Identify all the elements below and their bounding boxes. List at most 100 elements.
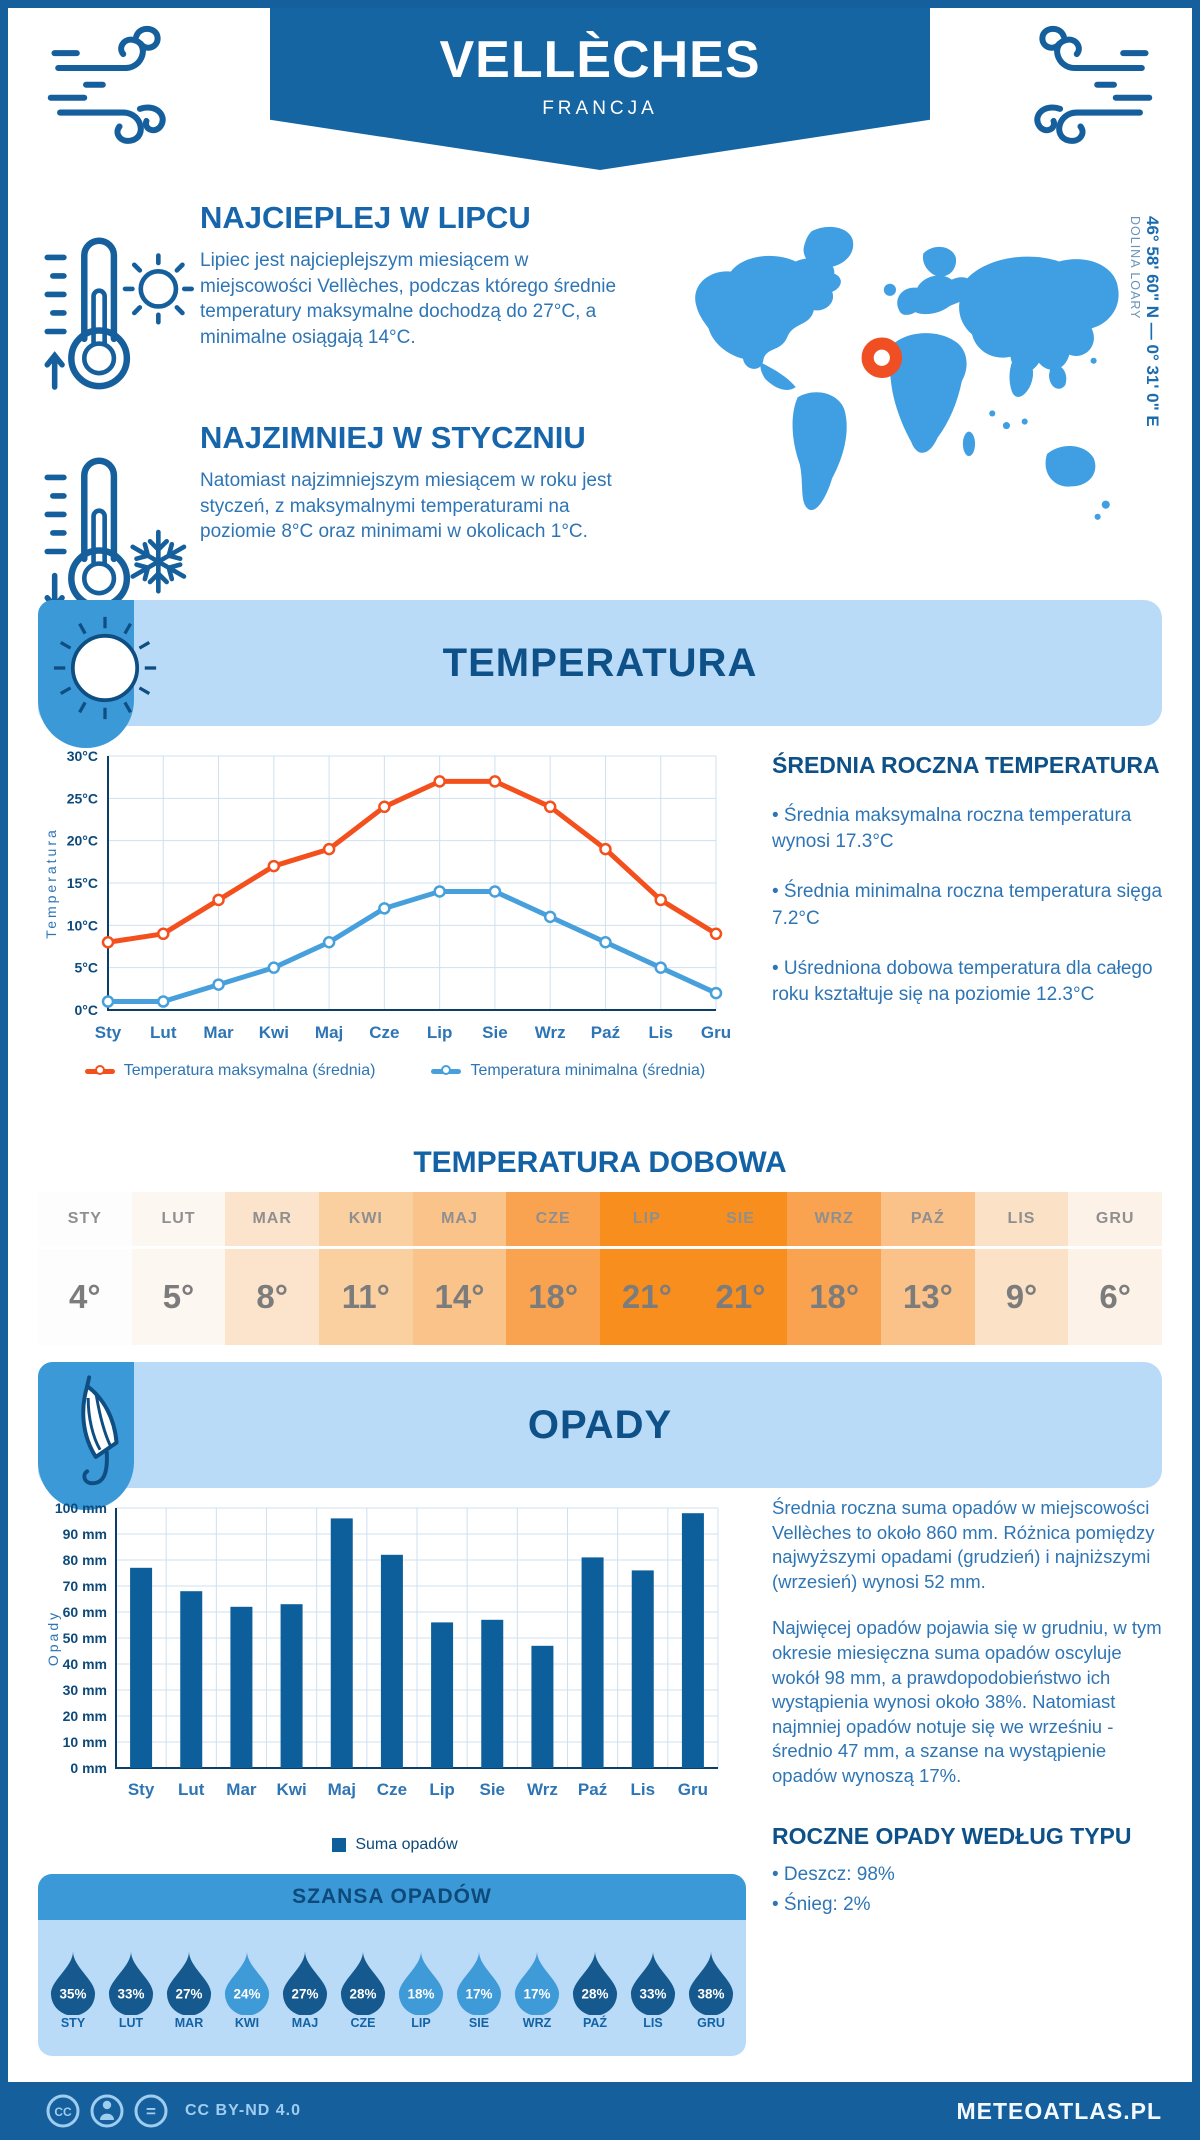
precipitation-chart-svg: 0 mm 10 mm 20 mm 30 mm 40 mm 50 mm 60 mm 70 mm 8… [45,1500,719,1799]
chance-month-label: MAJ [291,2015,319,2030]
person-icon [90,2094,124,2128]
raindrop-icon: 27% [166,1950,212,2015]
region-label: DOLINA LOARY [1128,216,1142,320]
temperature-value-cell: 11° [318,1249,413,1345]
map-coordinates: 46° 58' 60" N — 0° 31' 0" E DOLINA LOARY [1128,216,1162,556]
svg-text:80 mm: 80 mm [63,1552,107,1568]
svg-text:30 mm: 30 mm [63,1682,107,1698]
legend-sum-swatch [332,1838,347,1852]
precipitation-text-column: Średnia roczna suma opadów w miejscowośc… [772,1496,1166,1916]
daily-temperature-title: TEMPERATURA DOBOWA [413,1146,787,1179]
temperature-chart-svg: 0°C 5°C 10°C 15°C 20°C 25°C 30°C Sty Lut Mar Kwi Ma… [43,748,731,1042]
month-header-cell: GRU [1068,1192,1162,1246]
svg-text:40 mm: 40 mm [63,1656,107,1672]
svg-text:20°C: 20°C [67,833,98,849]
raindrop-icon: 27% [282,1950,328,2015]
page-border-left [0,0,8,2140]
chance-month-label: CZE [350,2015,376,2030]
month-header-cell: PAŹ [880,1192,975,1246]
temperature-value-cell: 9° [974,1249,1069,1345]
svg-text:50 mm: 50 mm [63,1630,107,1646]
legend-item-max: Temperatura maksymalna (średnia) [84,1062,375,1080]
temperature-value-cell: 18° [506,1249,600,1345]
chance-value: 35% [60,1986,87,2001]
wind-icon [1034,25,1153,144]
svg-text:Lip: Lip [429,1780,455,1799]
thermometer-up-sun-icon [44,237,194,390]
header-banner: VELLÈCHES FRANCJA [270,8,930,170]
month-header-cell: STY [38,1192,132,1246]
chance-item: 17% SIE [450,1920,508,2056]
chance-month-label: STY [60,2015,86,2030]
svg-text:=: = [146,2102,156,2121]
svg-text:Gru: Gru [678,1780,708,1799]
precipitation-chance-title: SZANSA OPADÓW [38,1874,746,1920]
raindrop-icon: 18% [398,1950,444,2015]
month-header-cell: LUT [131,1192,226,1246]
svg-text:100 mm: 100 mm [55,1500,107,1516]
raindrop-icon: 33% [630,1950,676,2015]
chance-month-label: PAŹ [582,2015,608,2030]
warmest-month-text: Lipiec jest najcieplejszym miesiącem w m… [200,250,617,348]
svg-text:Lip: Lip [427,1023,453,1042]
legend-item-min: Temperatura minimalna (średnia) [431,1062,705,1080]
raindrop-icon: 24% [224,1950,270,2015]
raindrop-icon: 28% [572,1950,618,2015]
temperature-value-cell: 6° [1068,1249,1162,1345]
temperature-value-cell: 18° [787,1249,881,1345]
svg-text:Sty: Sty [95,1023,122,1042]
svg-text:5°C: 5°C [75,960,99,976]
umbrella-icon [81,1375,119,1486]
page-border-right [1192,0,1200,2140]
svg-text:Sie: Sie [482,1023,508,1042]
chance-value: 28% [350,1986,377,2001]
chance-value: 17% [466,1986,493,2001]
legend-min-label: Temperatura minimalna (średnia) [470,1062,706,1079]
daily-temperature-months-row: STY LUT MAR KWI MAJ CZE LIP SIE WRZ PAŹ LIS GRU [38,1192,1162,1246]
chance-item: 27% MAR [160,1920,218,2056]
raindrop-icon: 28% [340,1950,386,2015]
snowflake-icon [130,529,187,594]
svg-text:CC: CC [54,2105,72,2119]
temperature-banner-accent [38,600,157,748]
svg-text:Wrz: Wrz [535,1023,566,1042]
svg-text:Cze: Cze [377,1780,407,1799]
svg-text:Kwi: Kwi [276,1780,306,1799]
svg-text:Gru: Gru [701,1023,731,1042]
equals-icon [134,2094,168,2128]
chance-month-label: LUT [118,2015,144,2030]
svg-text:Sty: Sty [128,1780,155,1799]
sun-icon [122,253,194,325]
svg-text:Mar: Mar [203,1023,234,1042]
precipitation-banner-accent [38,1362,134,1510]
chance-value: 24% [234,1986,261,2001]
precipitation-type-bullet: • Śnieg: 2% [772,1893,871,1915]
precipitation-paragraph: Średnia roczna suma opadów w miejscowośc… [772,1497,1155,1592]
chance-month-label: LIP [411,2015,431,2030]
world-map [695,226,1119,520]
svg-text:10 mm: 10 mm [63,1734,107,1750]
chance-month-label: LIS [643,2015,663,2030]
svg-text:15°C: 15°C [67,875,98,891]
temperature-value-cell: 8° [225,1249,319,1345]
svg-text:Paź: Paź [591,1023,620,1042]
svg-text:0°C: 0°C [75,1002,99,1018]
svg-text:30°C: 30°C [67,748,98,764]
warmest-month-title: NAJCIEPLEJ W LIPCU [200,200,531,235]
site-label: METEOATLAS.PL [956,2097,1162,2124]
chance-value: 27% [292,1986,319,2001]
chance-value: 28% [582,1986,609,2001]
precipitation-legend: Suma opadów [40,1836,750,1854]
svg-text:Paź: Paź [578,1780,607,1799]
legend-max-swatch [84,1065,115,1075]
legend-sum-label: Suma opadów [355,1836,458,1853]
svg-text:0 mm: 0 mm [70,1760,107,1776]
chance-item: 17% WRZ [508,1920,566,2056]
chance-month-label: GRU [697,2015,725,2030]
wind-icon [47,25,166,144]
temperature-value-cell: 5° [131,1249,226,1345]
svg-text:Temperatura: Temperatura [43,827,59,939]
svg-text:Opady: Opady [45,1610,61,1666]
temperature-value-cell: 13° [880,1249,975,1345]
precipitation-chance-row: 35% STY 33% LUT 27% MAR 24% KWI 27% MAJ 28% CZE 18% L… [38,1920,746,2056]
